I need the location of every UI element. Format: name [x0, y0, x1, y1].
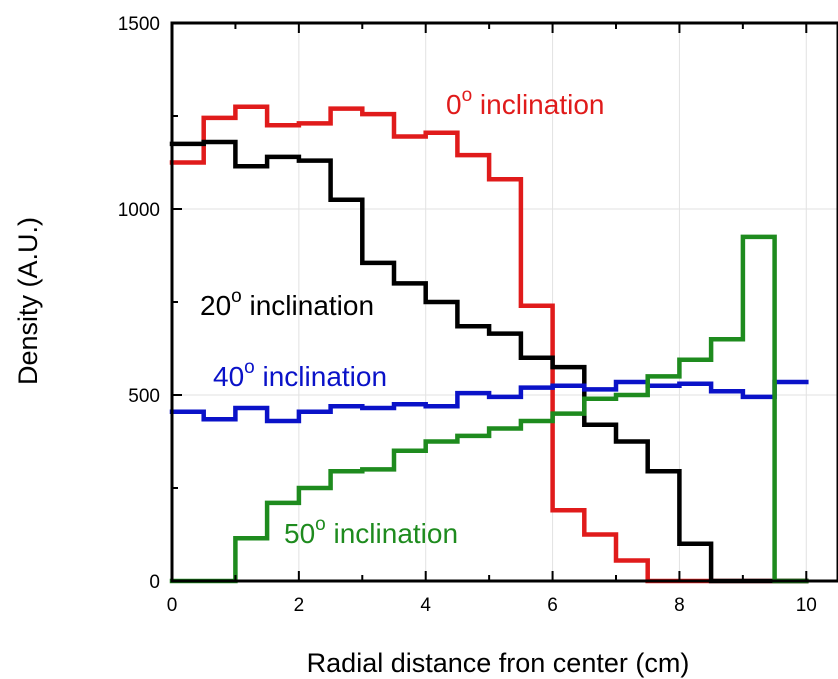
series-label-40deg: 40o inclination: [213, 357, 387, 392]
series-label-0deg-sup: o: [462, 85, 473, 106]
series-label-50deg-value: 50: [284, 518, 315, 549]
series-label-40deg-sup: o: [244, 357, 255, 378]
x-tick-label: 4: [420, 595, 431, 616]
series-group: [169, 104, 809, 584]
y-axis-title: Density (A.U.): [13, 217, 43, 385]
x-tick-label: 6: [547, 595, 558, 616]
x-axis-title: Radial distance fron center (cm): [307, 648, 690, 678]
series-line-20deg: [169, 139, 809, 584]
series-label-40deg-text: inclination: [255, 361, 387, 392]
series-label-50deg-text: inclination: [326, 518, 458, 549]
axis-ticks: [171, 22, 808, 582]
series-line-0deg: [169, 104, 809, 584]
series-line-40deg: [169, 379, 809, 424]
series-label-0deg: 0o inclination: [446, 85, 604, 120]
series-line-50deg: [169, 234, 809, 584]
x-tick-label: 8: [674, 595, 685, 616]
x-tick-label: 2: [294, 595, 305, 616]
series-label-0deg-text: inclination: [472, 89, 604, 120]
series-label-20deg-text: inclination: [242, 290, 374, 321]
x-tick-label: 10: [796, 595, 817, 616]
series-label-20deg-sup: o: [231, 286, 242, 307]
series-label-40deg-value: 40: [213, 361, 244, 392]
y-tick-label: 1500: [118, 14, 160, 35]
series-label-20deg-value: 20: [200, 290, 231, 321]
y-tick-label: 500: [128, 386, 160, 407]
series-label-50deg-sup: o: [315, 514, 326, 535]
y-tick-label: 0: [149, 572, 160, 593]
x-tick-label: 0: [167, 595, 178, 616]
series-label-20deg: 20o inclination: [200, 286, 374, 321]
series-label-0deg-value: 0: [446, 89, 462, 120]
series-label-50deg: 50o inclination: [284, 514, 458, 549]
y-tick-label: 1000: [118, 200, 160, 221]
